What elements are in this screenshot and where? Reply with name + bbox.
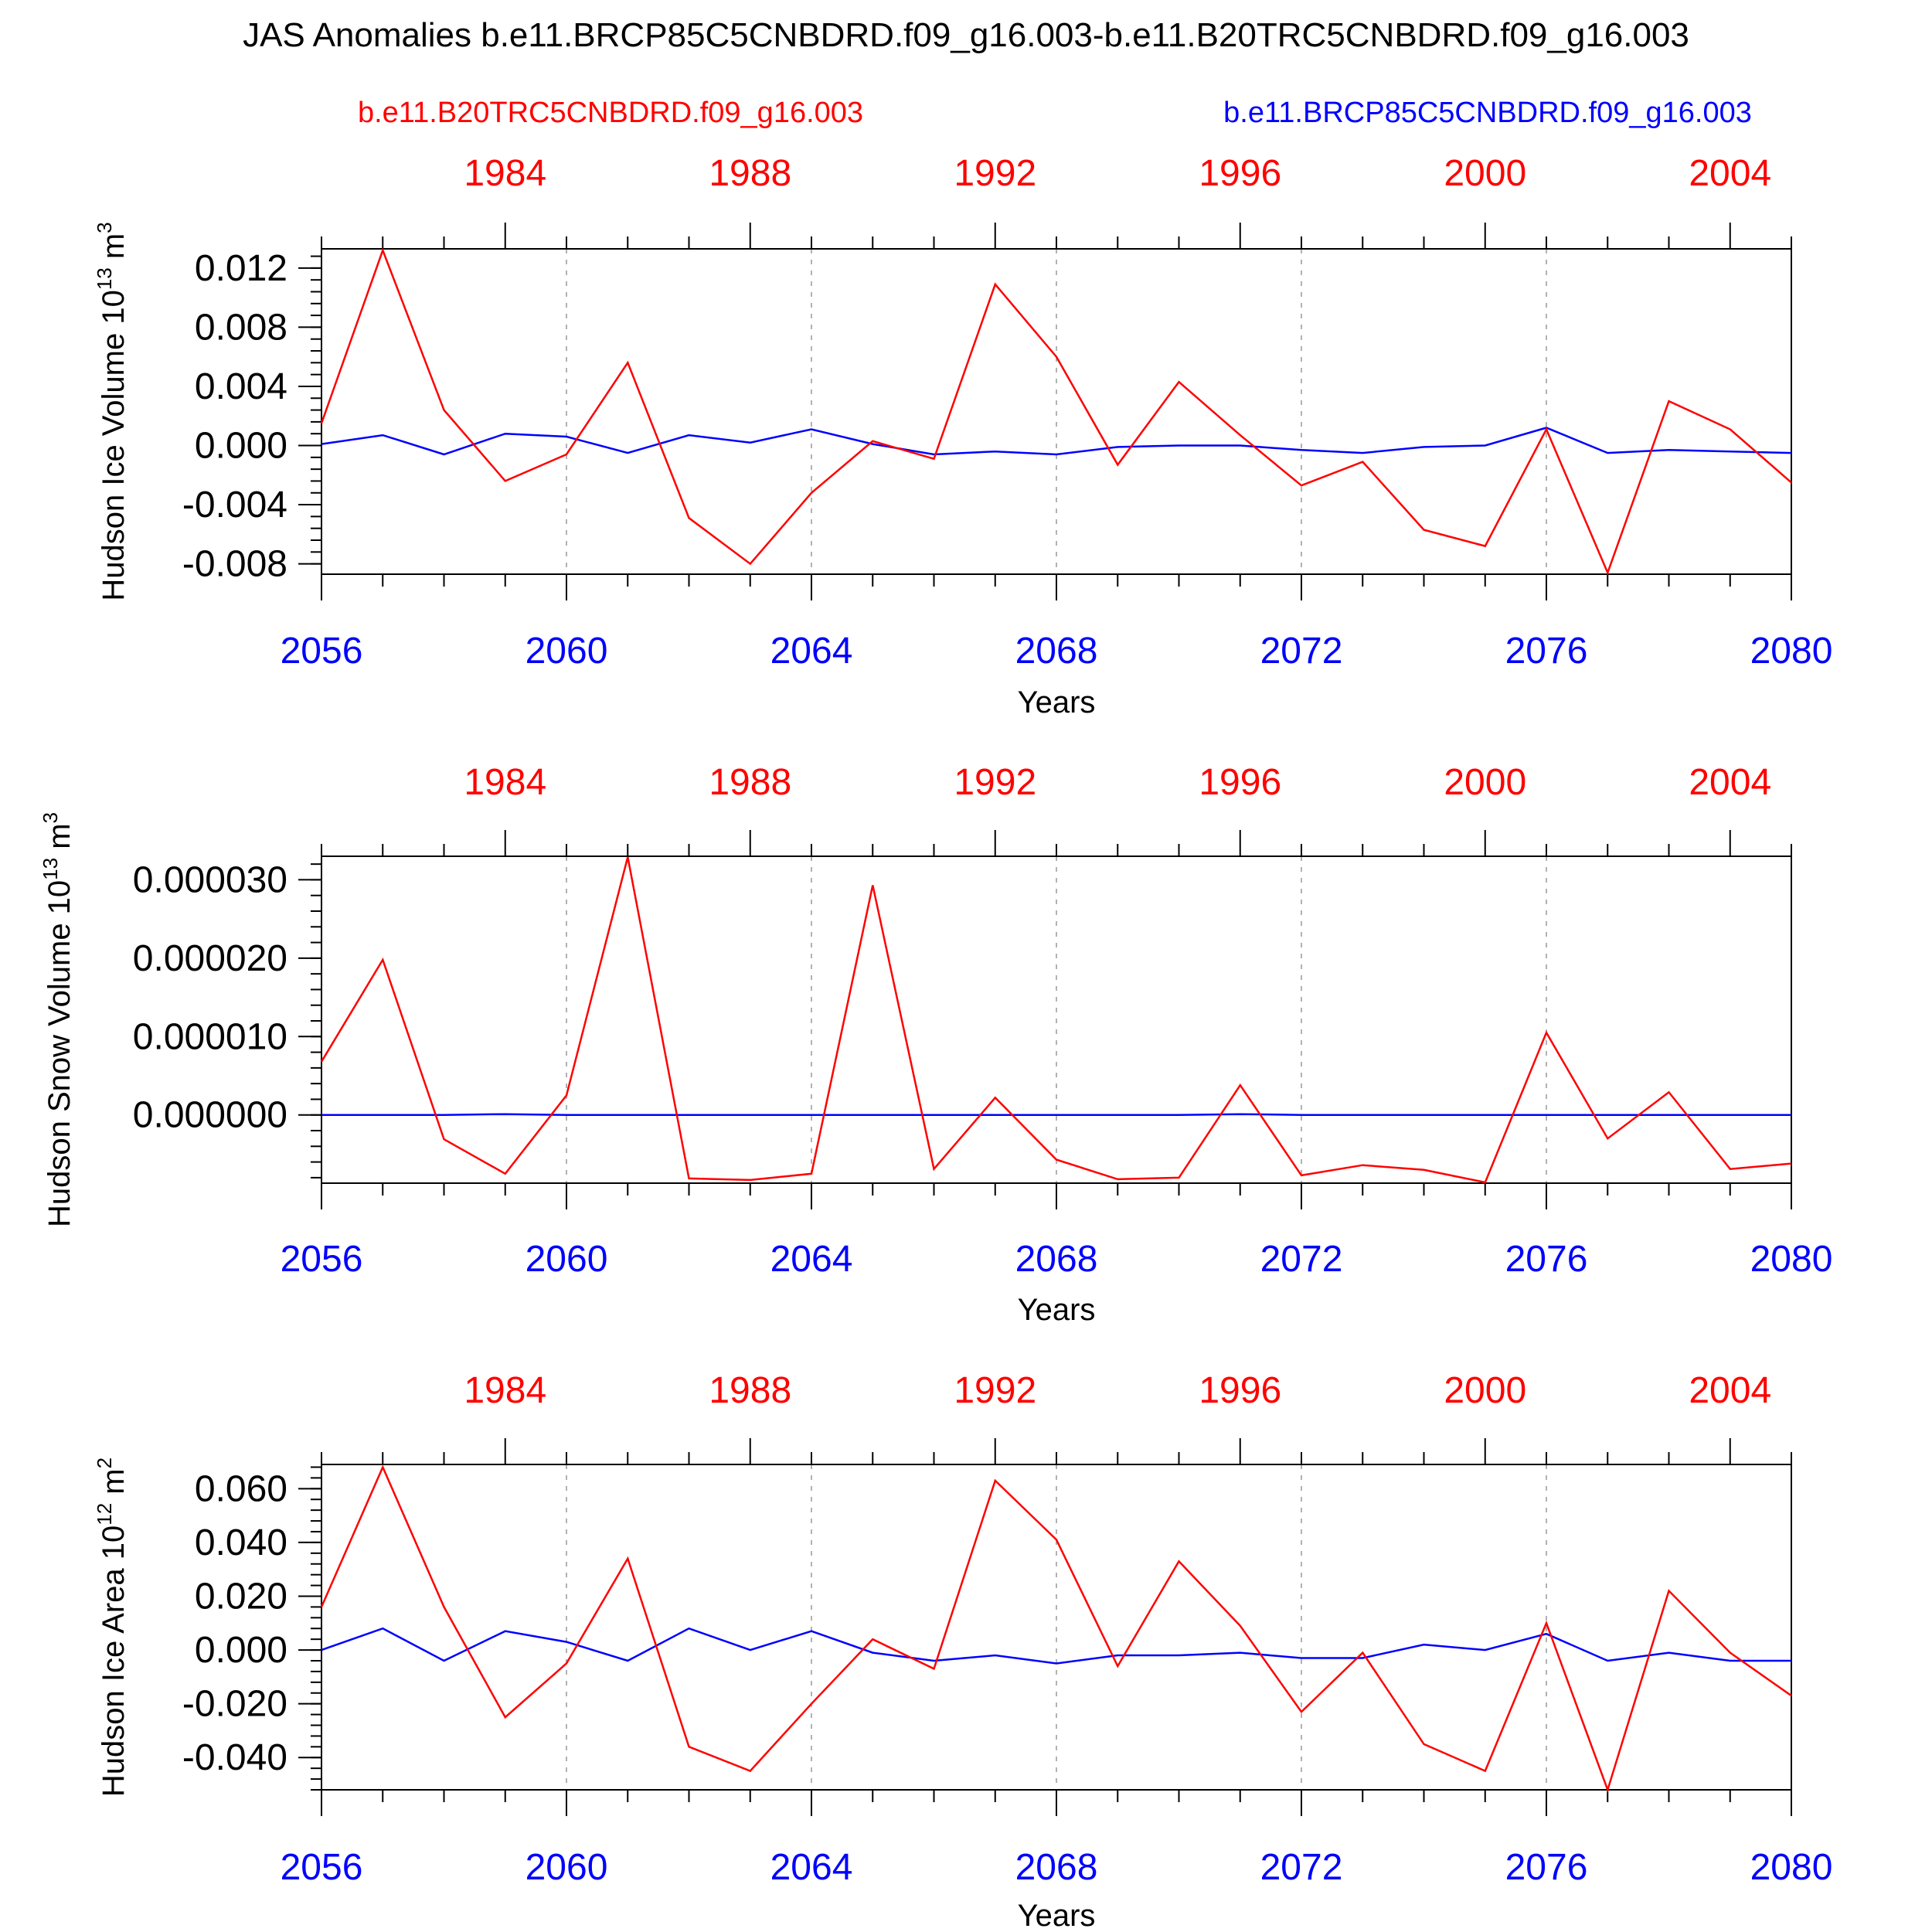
panels: 2056 2060 2064 2068 2072 2076 2080 1984 1988 1992… bbox=[39, 153, 1832, 1932]
x-tick-label: 2068 bbox=[1015, 1239, 1098, 1280]
x-tick-label: 2076 bbox=[1505, 1847, 1588, 1888]
y-tick-label: 0.020 bbox=[195, 1576, 287, 1617]
y-tick-label: 0.004 bbox=[195, 366, 287, 407]
top-tick-label: 2000 bbox=[1444, 153, 1526, 194]
y-axis-label-exponent: 12 bbox=[93, 1503, 116, 1526]
y-tick-label: -0.020 bbox=[182, 1684, 287, 1725]
y-tick-label: 0.000 bbox=[195, 426, 287, 467]
y-axis-label-text: Hudson Ice Area 10 bbox=[97, 1526, 131, 1797]
x-tick-label: 2076 bbox=[1505, 631, 1588, 672]
x-tick-label: 2080 bbox=[1750, 1847, 1833, 1888]
top-tick-label: 1996 bbox=[1199, 762, 1281, 803]
x-tick-label: 2056 bbox=[281, 1847, 363, 1888]
series-line-blue bbox=[321, 1113, 1791, 1116]
top-tick-label: 2004 bbox=[1689, 153, 1771, 194]
y-tick-label: 0.040 bbox=[195, 1522, 287, 1563]
series-line-blue bbox=[321, 1627, 1791, 1665]
x-axis-label: Years bbox=[1018, 1293, 1096, 1327]
chart-panel-1: 2056 2060 2064 2068 2072 2076 2080 1984 1988 1992… bbox=[93, 153, 1832, 719]
series-line-blue bbox=[321, 427, 1792, 456]
x-tick-label: 2068 bbox=[1015, 1847, 1098, 1888]
y-axis-label-text: Hudson Ice Volume 10 bbox=[97, 290, 131, 600]
x-axis-label: Years bbox=[1018, 685, 1096, 719]
y-axis-label-exponent: 13 bbox=[39, 858, 62, 880]
y-tick-label: 0.008 bbox=[195, 307, 287, 348]
y-tick-label: 0.060 bbox=[195, 1468, 287, 1509]
y-tick-label: 0.000010 bbox=[133, 1016, 287, 1057]
y-tick-label: 0.000000 bbox=[133, 1095, 287, 1136]
x-tick-label: 2060 bbox=[526, 1847, 608, 1888]
top-tick-label: 2000 bbox=[1444, 762, 1526, 803]
y-tick-label: 0.000020 bbox=[133, 938, 287, 979]
x-tick-label: 2056 bbox=[281, 631, 363, 672]
top-tick-label: 1996 bbox=[1199, 1370, 1281, 1411]
x-tick-label: 2068 bbox=[1015, 631, 1098, 672]
y-axis-label-unit: m bbox=[97, 233, 131, 267]
x-tick-label: 2064 bbox=[770, 1847, 853, 1888]
top-tick-label: 1996 bbox=[1199, 153, 1281, 194]
y-axis-label-unit: m bbox=[43, 823, 77, 857]
legend-blue-series: b.e11.BRCP85C5CNBDRD.f09_g16.003 bbox=[1223, 97, 1752, 129]
y-tick-label: -0.040 bbox=[182, 1737, 287, 1778]
top-tick-label: 2000 bbox=[1444, 1370, 1526, 1411]
y-tick-label: 0.012 bbox=[195, 248, 287, 289]
series-line-red bbox=[320, 247, 1792, 576]
x-tick-label: 2064 bbox=[770, 1239, 853, 1280]
top-tick-label: 1988 bbox=[709, 1370, 791, 1411]
top-tick-label: 1992 bbox=[954, 762, 1036, 803]
x-tick-label: 2064 bbox=[770, 631, 853, 672]
legend-red-series: b.e11.B20TRC5CNBDRD.f09_g16.003 bbox=[358, 97, 863, 129]
figure-title: JAS Anomalies b.e11.BRCP85C5CNBDRD.f09_g… bbox=[243, 16, 1689, 54]
y-tick-label: 0.000030 bbox=[133, 859, 287, 900]
y-axis-label: Hudson Snow Volume 1013 m3 bbox=[39, 812, 77, 1227]
x-tick-label: 2076 bbox=[1505, 1239, 1588, 1280]
x-tick-label: 2072 bbox=[1260, 1239, 1343, 1280]
y-axis-label: Hudson Ice Volume 1013 m3 bbox=[93, 222, 131, 600]
top-tick-label: 1984 bbox=[464, 153, 546, 194]
chart-panel-2: 2056 2060 2064 2068 2072 2076 2080 1984 1988 1992… bbox=[39, 762, 1832, 1327]
x-tick-label: 2056 bbox=[281, 1239, 363, 1280]
top-tick-label: 1988 bbox=[709, 762, 791, 803]
y-axis-label: Hudson Ice Area 1012 m2 bbox=[93, 1458, 131, 1797]
top-tick-label: 1992 bbox=[954, 153, 1036, 194]
y-axis-label-unit-exponent: 3 bbox=[93, 222, 116, 233]
y-tick-label: 0.000 bbox=[195, 1630, 287, 1671]
y-axis-label-unit-exponent: 3 bbox=[39, 812, 62, 823]
top-tick-label: 1992 bbox=[954, 1370, 1036, 1411]
series-line-red bbox=[320, 1464, 1792, 1793]
y-axis-label-unit-exponent: 2 bbox=[93, 1458, 116, 1468]
top-tick-label: 1984 bbox=[464, 762, 546, 803]
y-tick-label: -0.008 bbox=[182, 544, 287, 585]
top-tick-label: 1988 bbox=[709, 153, 791, 194]
top-tick-label: 2004 bbox=[1689, 762, 1771, 803]
x-axis-label: Years bbox=[1018, 1899, 1096, 1932]
x-tick-label: 2060 bbox=[526, 631, 608, 672]
x-tick-label: 2072 bbox=[1260, 1847, 1343, 1888]
series-line-red bbox=[320, 856, 1792, 1184]
chart-panel-3: 2056 2060 2064 2068 2072 2076 2080 1984 1988 1992… bbox=[93, 1370, 1832, 1932]
x-tick-label: 2060 bbox=[526, 1239, 608, 1280]
x-tick-label: 2080 bbox=[1750, 631, 1833, 672]
y-axis-label-exponent: 13 bbox=[93, 267, 116, 290]
x-tick-label: 2072 bbox=[1260, 631, 1343, 672]
top-tick-label: 2004 bbox=[1689, 1370, 1771, 1411]
y-axis-label-text: Hudson Snow Volume 10 bbox=[43, 880, 77, 1227]
x-tick-label: 2080 bbox=[1750, 1239, 1833, 1280]
y-axis-label-unit: m bbox=[97, 1468, 131, 1502]
y-tick-label: -0.004 bbox=[182, 485, 287, 526]
top-tick-label: 1984 bbox=[464, 1370, 546, 1411]
